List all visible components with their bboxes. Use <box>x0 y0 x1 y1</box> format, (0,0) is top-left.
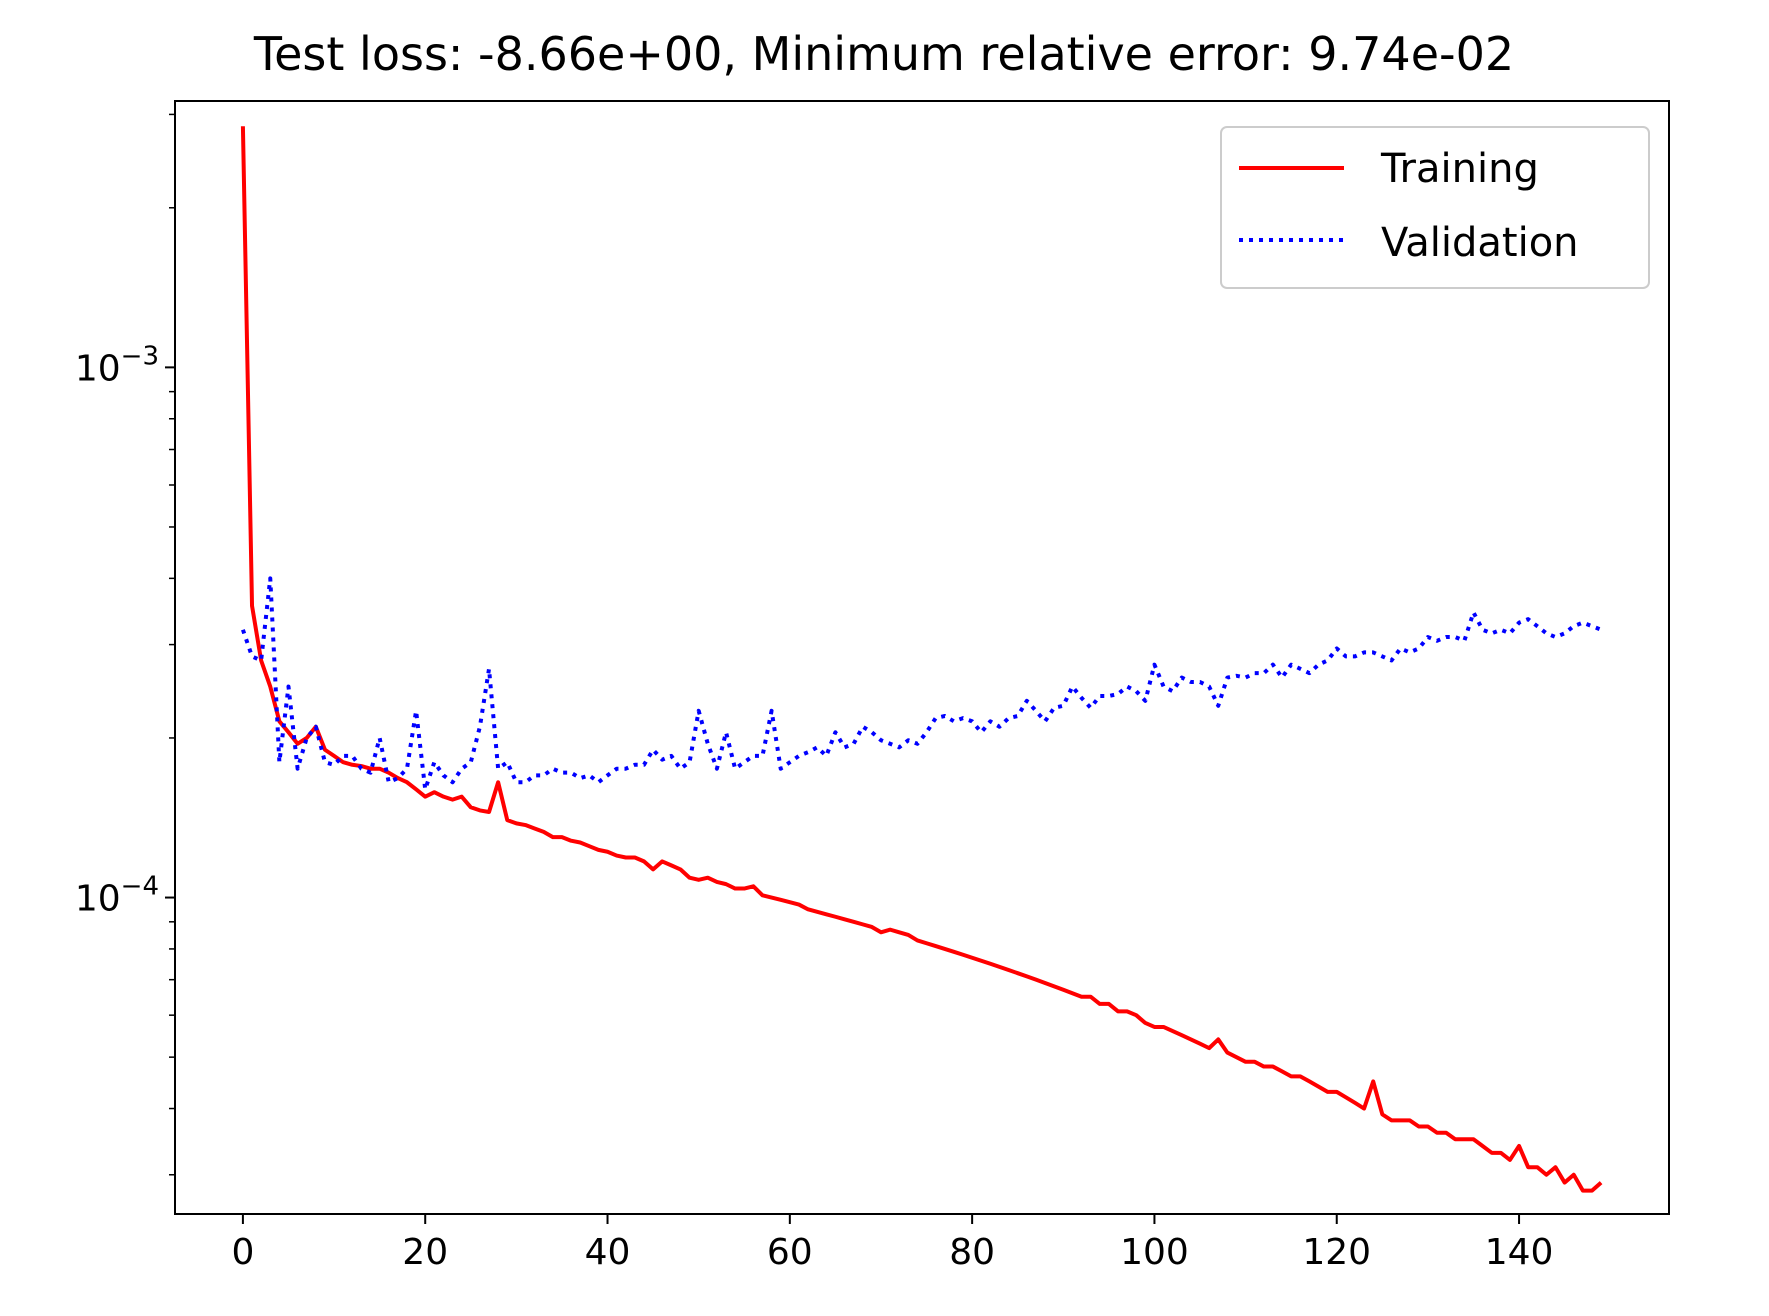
legend: Training Validation <box>1220 126 1650 289</box>
x-tick-label: 60 <box>767 1232 813 1273</box>
y-axis: 10−3 10−4 <box>75 113 175 1176</box>
legend-label-validation: Validation <box>1381 220 1579 266</box>
series-line-validation <box>241 576 1602 792</box>
x-axis: 0 20 40 60 80 100 120 140 <box>231 1214 1553 1273</box>
x-tick-label: 120 <box>1302 1232 1371 1273</box>
x-tick-label: 140 <box>1485 1232 1554 1273</box>
series-layer <box>240 126 1603 1193</box>
x-tick-label: 100 <box>1120 1232 1189 1273</box>
series-line-training <box>240 126 1603 1193</box>
y-tick-label: 10−3 <box>75 341 159 389</box>
plot-frame <box>174 100 1670 1215</box>
x-tick-label: 0 <box>231 1232 254 1273</box>
legend-label-training: Training <box>1380 146 1539 192</box>
x-tick-label: 40 <box>585 1232 631 1273</box>
x-tick-label: 20 <box>402 1232 448 1273</box>
x-tick-label: 80 <box>949 1232 995 1273</box>
chart-title: Test loss: -8.66e+00, Minimum relative e… <box>253 27 1514 81</box>
y-tick-label: 10−4 <box>75 872 159 920</box>
